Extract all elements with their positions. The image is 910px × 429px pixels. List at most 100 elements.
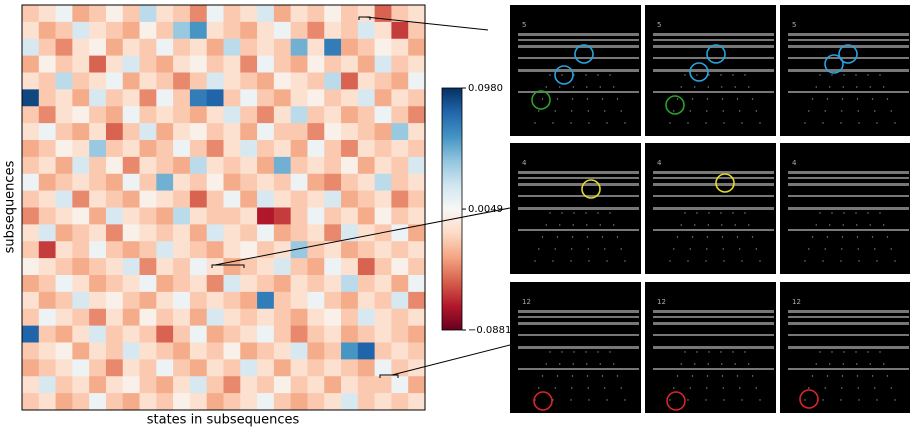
heatmap-cell [324,292,341,309]
heatmap-cell [22,89,39,106]
heatmap-cell [224,292,241,309]
heatmap-cell [257,326,274,343]
dot [887,375,888,376]
heatmap-cell [224,174,241,191]
dot [759,122,760,123]
dot [739,387,740,388]
dot [827,375,828,376]
heatmap-cell [207,292,224,309]
heatmap-cell [190,157,207,174]
heatmap-cell [324,22,341,39]
heatmap-cell [22,5,39,22]
heatmap-cell [89,224,106,241]
heatmap-cell [274,343,291,360]
heatmap-cell [408,326,425,343]
dot [586,224,587,225]
heatmap-cell [408,73,425,90]
heatmap-cell [56,140,73,157]
y-axis-label: subsequences [3,160,18,253]
heatmap-cell [375,326,392,343]
lane [518,39,639,41]
heatmap-cell [22,376,39,393]
dot [552,122,553,123]
heatmap-cell [274,191,291,208]
heatmap-cell [123,89,140,106]
dot [829,363,830,364]
dot [555,110,556,111]
heatmap-cell [22,39,39,56]
dot [812,236,813,237]
heatmap-cell [207,241,224,258]
heatmap-cell [106,376,123,393]
dot [602,98,603,99]
heatmap-cell [391,191,408,208]
dot [841,110,842,111]
dot [759,260,760,261]
dot [681,224,682,225]
heatmap-cell [240,393,257,410]
heatmap-cell [56,258,73,275]
dot [723,387,724,388]
heatmap-cell [89,73,106,90]
dot [841,248,842,249]
dot [843,351,844,352]
heatmap-cell [156,157,173,174]
heatmap-cell [391,309,408,326]
dot [857,98,858,99]
dot [707,236,708,237]
heatmap-cell [190,191,207,208]
heatmap-cell [375,359,392,376]
dot [876,260,877,261]
heatmap-cell [391,123,408,140]
heatmap-cell [56,326,73,343]
dot [723,248,724,249]
dot [816,363,817,364]
dot [669,260,670,261]
heatmap-cell [341,376,358,393]
heatmap-cell [140,191,157,208]
dot [534,260,535,261]
heatmap-cell [56,309,73,326]
dot [887,98,888,99]
heatmap-cell [89,56,106,73]
dot [542,236,543,237]
heatmap-cell [307,224,324,241]
heatmap-cell [22,359,39,376]
dot [812,375,813,376]
heatmap-cell [123,157,140,174]
heatmap-cell [207,309,224,326]
heatmap-cell [307,343,324,360]
heatmap-cell [341,73,358,90]
heatmap-cell [106,73,123,90]
heatmap-cell [190,292,207,309]
heatmap-cell [375,343,392,360]
heatmap-cell [324,56,341,73]
heatmap-cell [274,89,291,106]
dot [874,110,875,111]
heatmap-cell [358,56,375,73]
heatmap-cell [257,224,274,241]
heatmap-cell [106,5,123,22]
heatmap-cell [89,22,106,39]
dot [816,224,817,225]
figure: states in subsequences subsequences 5554… [0,0,910,429]
heatmap-cell [257,157,274,174]
dot [597,74,598,75]
heatmap-cell [173,123,190,140]
heatmap-cell [89,393,106,410]
colorbar-tick-label: 0.0980 [468,83,503,94]
heatmap-cell [173,376,190,393]
heatmap-cell [224,140,241,157]
lane [653,171,774,174]
dot [858,122,859,123]
heatmap-cell [375,123,392,140]
heatmap-cell [22,73,39,90]
heatmap-cell [324,343,341,360]
heatmap-cell [123,224,140,241]
heatmap-cell [408,241,425,258]
heatmap-cell [190,5,207,22]
heatmap-cell [324,309,341,326]
heatmap-cell [22,22,39,39]
heatmap-cell [358,157,375,174]
heatmap-cell [123,191,140,208]
